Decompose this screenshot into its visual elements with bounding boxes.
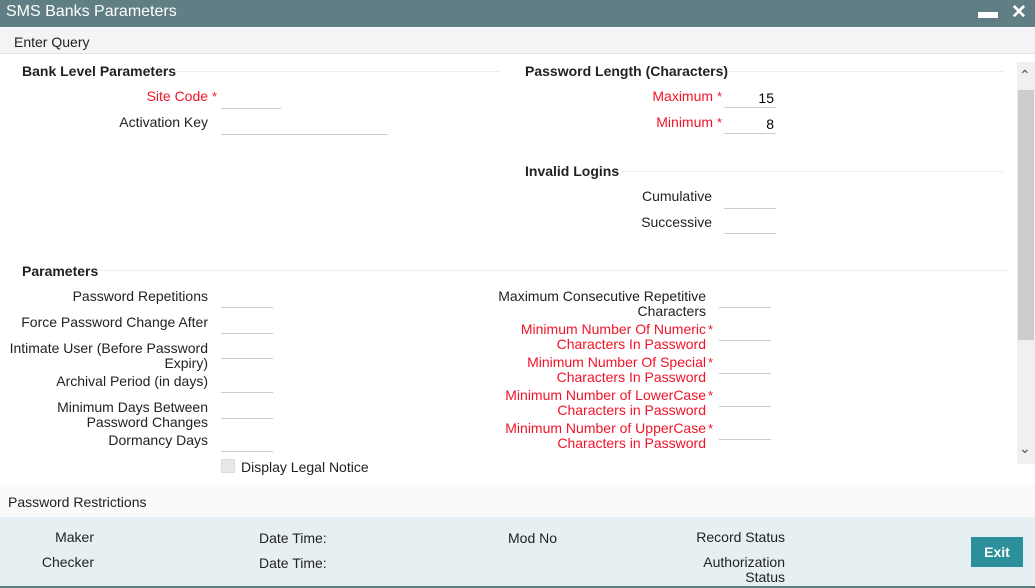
required-star: * — [708, 322, 714, 337]
min-lowercase-input[interactable] — [719, 387, 771, 407]
title-bar: SMS Banks Parameters ▬ ✕ — [0, 0, 1035, 27]
password-repetitions-label: Password Repetitions — [72, 288, 208, 304]
scroll-down-icon[interactable]: ⌄ — [1019, 440, 1031, 456]
archival-period-label: Archival Period (in days) — [56, 373, 208, 389]
audit-footer: Maker Checker Date Time: Date Time: Mod … — [0, 517, 1035, 588]
min-numeric-label: Minimum Number Of Numeric Characters In P… — [520, 321, 706, 352]
tab-password-restrictions[interactable]: Password Restrictions — [8, 494, 147, 510]
toolbar: Enter Query — [0, 28, 1035, 54]
checker-label: Checker — [41, 554, 94, 570]
maximum-label: Maximum * — [652, 88, 722, 105]
mod-no-label: Mod No — [508, 530, 558, 546]
max-consecutive-input[interactable] — [719, 288, 771, 308]
required-star: * — [708, 421, 714, 436]
close-button[interactable]: ✕ — [1011, 2, 1027, 23]
divider — [98, 270, 1008, 271]
required-star: * — [708, 388, 714, 403]
legal-notice-label: Display Legal Notice — [241, 459, 369, 475]
cumulative-input[interactable] — [724, 189, 776, 209]
invalid-logins-heading: Invalid Logins — [525, 163, 620, 179]
maximum-input[interactable] — [724, 88, 776, 108]
maker-label: Maker — [55, 529, 94, 545]
minimum-days-input[interactable] — [221, 399, 273, 419]
max-consecutive-label: Maximum Consecutive Repetitive Characters — [498, 288, 706, 319]
bank-level-heading: Bank Level Parameters — [22, 63, 177, 79]
scroll-up-icon[interactable]: ⌃ — [1019, 67, 1031, 83]
authorization-status-label: Authorization Status — [703, 554, 785, 585]
activation-key-input[interactable] — [221, 115, 388, 135]
maker-date-time-label: Date Time: — [259, 530, 327, 546]
intimate-user-input[interactable] — [221, 339, 273, 359]
min-uppercase-label: Minimum Number of UpperCase Characters in… — [505, 420, 706, 451]
divider — [728, 71, 1004, 72]
force-password-change-input[interactable] — [221, 314, 273, 334]
divider — [620, 171, 1004, 172]
password-length-heading: Password Length (Characters) — [525, 63, 729, 79]
minimum-days-label: Minimum Days Between Password Changes — [57, 399, 208, 430]
cumulative-label: Cumulative — [641, 188, 712, 204]
minimize-button[interactable]: ▬ — [978, 1, 998, 23]
dormancy-days-label: Dormancy Days — [108, 432, 208, 448]
minimum-input[interactable] — [724, 114, 776, 134]
intimate-user-label: Intimate User (Before Password Expiry) — [9, 340, 208, 371]
scrollbar-thumb[interactable] — [1018, 90, 1034, 340]
tab-bar: Password Restrictions — [0, 484, 1035, 517]
successive-label: Successive — [641, 214, 712, 230]
enter-query-button[interactable]: Enter Query — [14, 34, 90, 50]
min-special-label: Minimum Number Of Special Characters In P… — [527, 354, 706, 385]
activation-key-label: Activation Key — [119, 114, 208, 130]
site-code-label: Site Code * — [146, 88, 217, 105]
window-title: SMS Banks Parameters — [6, 3, 177, 20]
legal-notice-checkbox[interactable] — [221, 459, 235, 473]
successive-input[interactable] — [724, 214, 776, 234]
site-code-input[interactable] — [221, 89, 281, 109]
checker-date-time-label: Date Time: — [259, 555, 327, 571]
dormancy-days-input[interactable] — [221, 432, 273, 452]
divider — [172, 71, 500, 72]
archival-period-input[interactable] — [221, 373, 273, 393]
min-lowercase-label: Minimum Number of LowerCase Characters in… — [505, 387, 706, 418]
password-repetitions-input[interactable] — [221, 288, 273, 308]
force-password-change-label: Force Password Change After — [21, 314, 208, 330]
minimum-label: Minimum * — [656, 114, 722, 131]
record-status-label: Record Status — [696, 529, 785, 545]
required-star: * — [708, 355, 714, 370]
min-special-input[interactable] — [719, 354, 771, 374]
parameters-heading: Parameters — [22, 263, 99, 279]
exit-button[interactable]: Exit — [971, 537, 1023, 567]
min-uppercase-input[interactable] — [719, 420, 771, 440]
min-numeric-input[interactable] — [719, 321, 771, 341]
